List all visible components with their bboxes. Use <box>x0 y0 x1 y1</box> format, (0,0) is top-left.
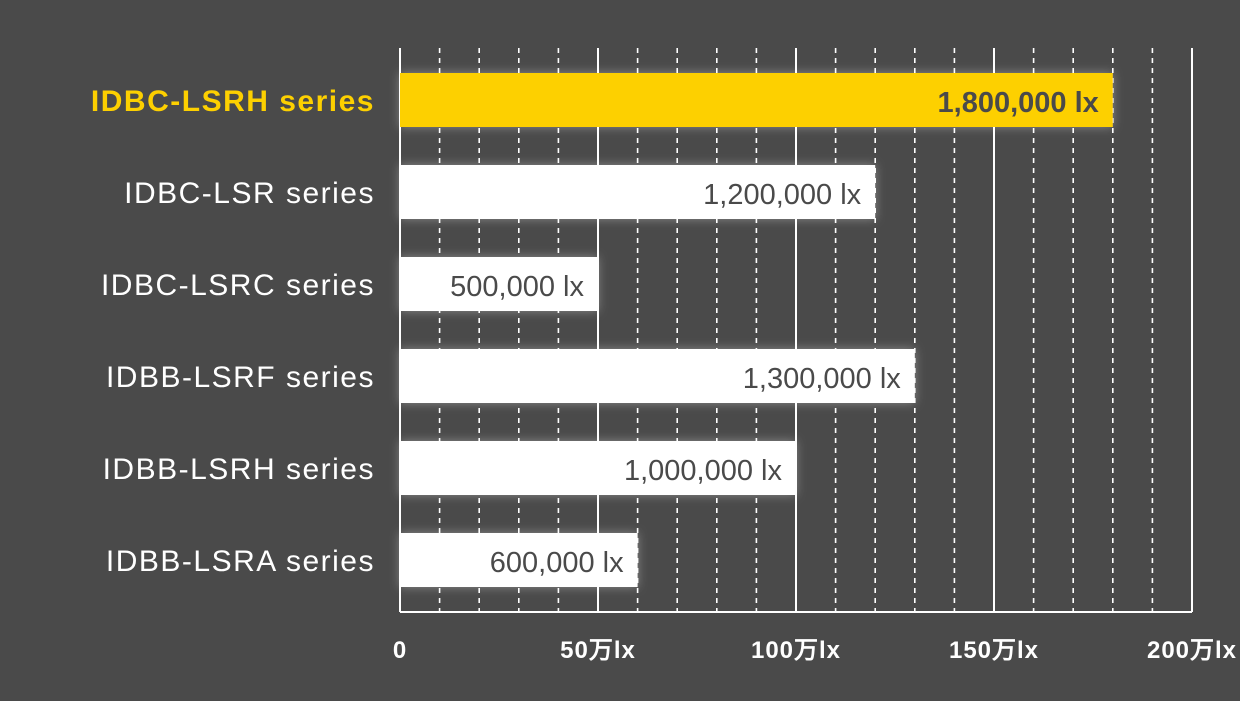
data-label: 1,300,000 lx <box>743 363 902 395</box>
bar <box>400 73 1113 127</box>
bar <box>400 165 876 219</box>
x-tick-label: 0 <box>393 637 407 664</box>
category-label: IDBB-LSRH series <box>103 453 375 486</box>
category-label: IDBB-LSRA series <box>106 545 375 578</box>
x-axis-ticks: 0 50万lx 100万lx 150万lx 200万lx <box>393 637 1237 664</box>
labels: 1,800,000 lx IDBC-LSRH series 1,200,000 lx… <box>91 85 1099 579</box>
data-label: 600,000 lx <box>490 547 624 579</box>
category-label: IDBC-LSRH series <box>91 85 375 118</box>
category-label: IDBC-LSRC series <box>101 269 375 302</box>
data-label: 1,200,000 lx <box>703 179 862 211</box>
x-tick-label: 50万lx <box>560 637 636 664</box>
bar <box>400 257 598 311</box>
data-label: 1,800,000 lx <box>938 87 1099 119</box>
x-tick-label: 100万lx <box>751 637 841 664</box>
bars <box>400 73 1113 587</box>
x-tick-label: 200万lx <box>1147 637 1237 664</box>
category-label: IDBC-LSR series <box>124 177 375 210</box>
grid-lines <box>399 48 1193 613</box>
bar <box>400 533 638 587</box>
bar <box>400 349 915 403</box>
bar <box>400 441 796 495</box>
category-label: IDBB-LSRF series <box>106 361 375 394</box>
data-label: 1,000,000 lx <box>624 455 783 487</box>
data-label: 500,000 lx <box>450 271 584 303</box>
x-tick-label: 150万lx <box>949 637 1039 664</box>
